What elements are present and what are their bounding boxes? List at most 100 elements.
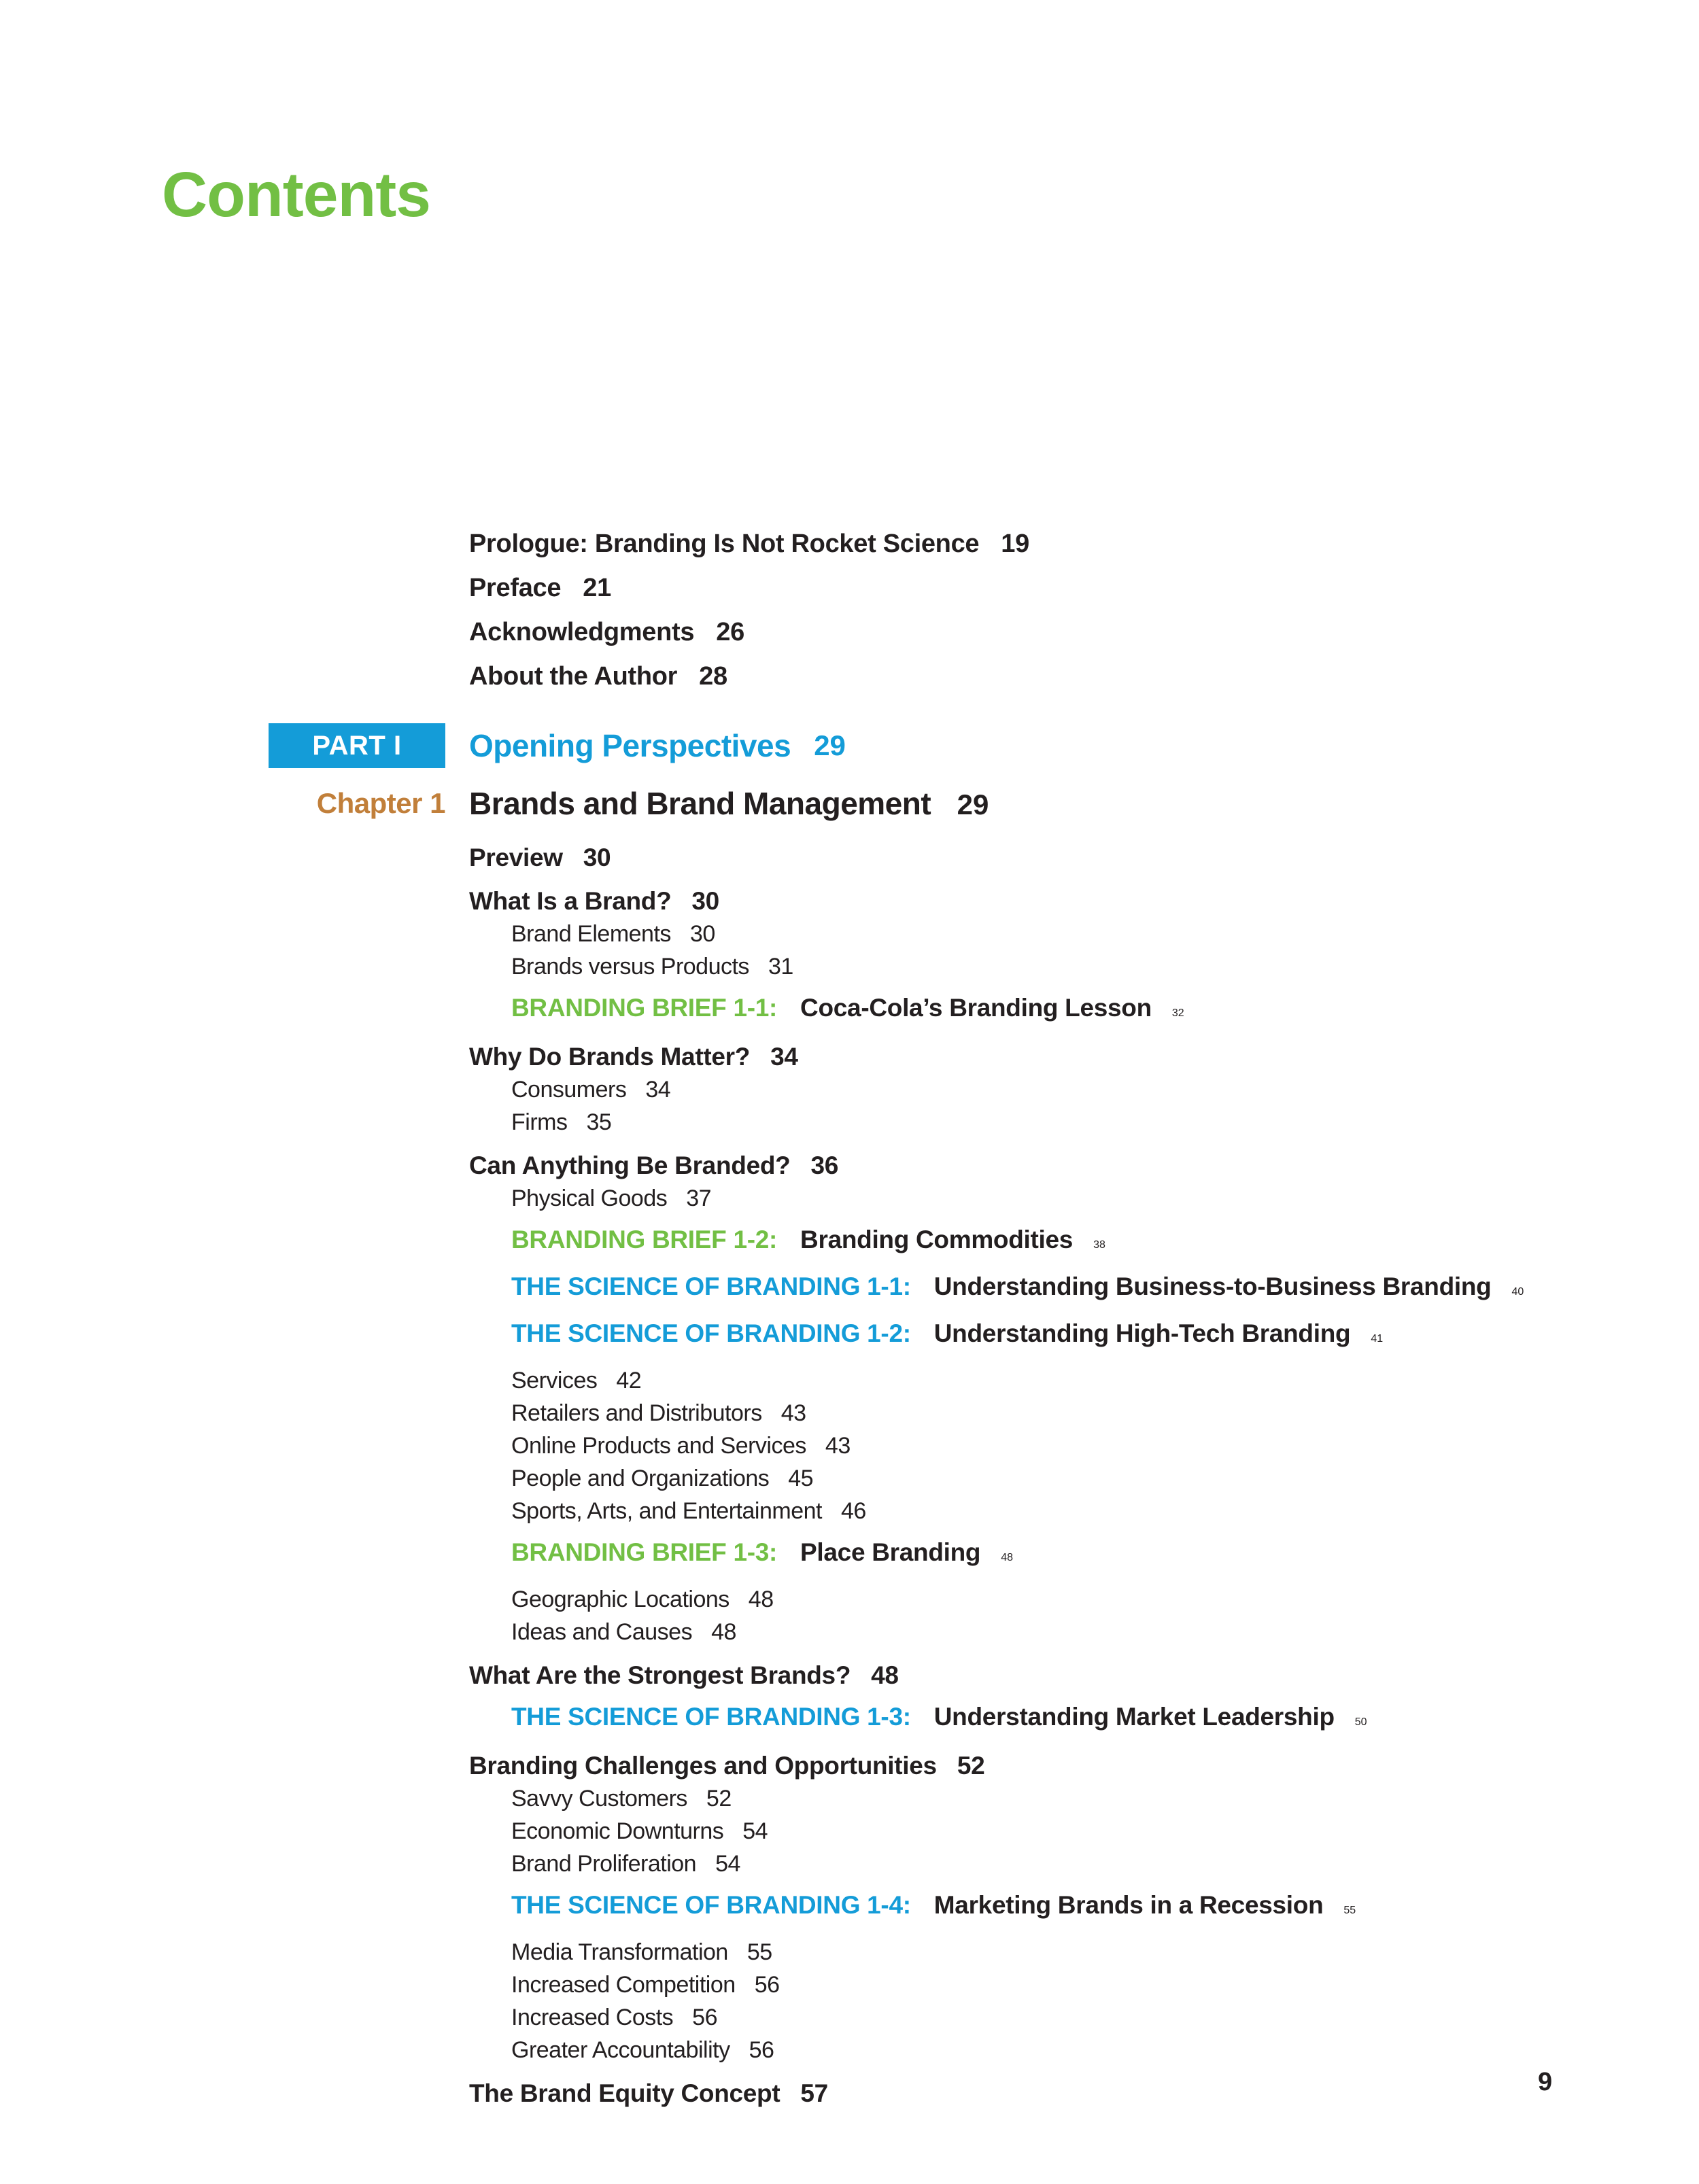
- entry-page-number: 30: [689, 921, 715, 947]
- entry-page-number: 42: [616, 1368, 642, 1393]
- front-matter-item: About the Author 28: [469, 655, 1571, 699]
- feature-tag: BRANDING BRIEF 1-1:: [511, 994, 778, 1022]
- subsection-entry: Increased Competition 56: [511, 1969, 1571, 2001]
- front-matter-item: Preface 21: [469, 566, 1571, 610]
- entry-title: Media Transformation: [511, 1939, 728, 1965]
- entry-title: Brands versus Products: [511, 954, 749, 980]
- subsection-entry: Online Products and Services 43: [511, 1429, 1571, 1462]
- entry-title: Branding Challenges and Opportunities: [469, 1752, 937, 1780]
- entry-page-number: 50: [1354, 1716, 1367, 1728]
- entry-page-number: 38: [1093, 1239, 1105, 1251]
- subsection-entry: People and Organizations 45: [511, 1462, 1571, 1495]
- feature-tag: BRANDING BRIEF 1-2:: [511, 1226, 778, 1253]
- subsection-entry: Brand Elements 30: [511, 918, 1571, 950]
- entry-page-number: 32: [1171, 1007, 1184, 1019]
- section-entry: Can Anything Be Branded? 36: [469, 1149, 1571, 1182]
- entry-title: People and Organizations: [511, 1466, 770, 1491]
- entry-page-number: 56: [754, 1972, 780, 1998]
- entry-title: Acknowledgments: [469, 618, 695, 646]
- entry-page-number: 52: [706, 1786, 732, 1812]
- entry-title: Coca-Cola’s Branding Lesson: [800, 994, 1152, 1022]
- entry-title: Prologue: Branding Is Not Rocket Science: [469, 530, 980, 558]
- entry-page-number: 31: [768, 954, 793, 980]
- chapter-label: Chapter 1: [316, 787, 446, 819]
- entry-title: Place Branding: [800, 1538, 981, 1566]
- entry-page-number: 56: [749, 2037, 774, 2063]
- entry-title: Economic Downturns: [511, 1818, 724, 1844]
- entry-page-number: 21: [583, 574, 611, 602]
- feature-tag: THE SCIENCE OF BRANDING 1-1:: [511, 1272, 911, 1300]
- part-label-box: PART I: [269, 723, 445, 768]
- page-number: 9: [1538, 2068, 1553, 2096]
- subsection-entry: Brand Proliferation 54: [511, 1848, 1571, 1880]
- entry-page-number: 54: [715, 1851, 740, 1877]
- entry-title: Physical Goods: [511, 1185, 668, 1211]
- subsection-entry: Firms 35: [511, 1106, 1571, 1139]
- entry-page-number: 28: [699, 662, 727, 691]
- feature-entry: BRANDING BRIEF 1-1: Coca-Cola’s Branding …: [511, 992, 1571, 1030]
- chapter-page-number: 29: [957, 788, 989, 820]
- subsection-entry: Increased Costs 56: [511, 2001, 1571, 2034]
- part-page-number: 29: [814, 729, 846, 761]
- entry-title: Consumers: [511, 1077, 627, 1103]
- entry-title: Can Anything Be Branded?: [469, 1151, 791, 1179]
- entry-page-number: 45: [788, 1466, 814, 1491]
- subsection-entry: Media Transformation 55: [511, 1936, 1571, 1969]
- entry-title: Greater Accountability: [511, 2037, 730, 2063]
- entry-page-number: 56: [692, 2005, 717, 2030]
- entry-title: Brand Elements: [511, 921, 671, 947]
- chapter-entries-section: Preview 30 What Is a Brand? 30 Brand Element…: [469, 842, 1571, 2110]
- entry-page-number: 30: [583, 844, 611, 871]
- entry-page-number: 41: [1371, 1333, 1384, 1345]
- entry-title: Increased Competition: [511, 1972, 736, 1998]
- feature-entry: THE SCIENCE OF BRANDING 1-1: Understandin…: [511, 1270, 1571, 1308]
- section-entry: What Is a Brand? 30: [469, 885, 1571, 918]
- entry-page-number: 48: [748, 1587, 774, 1612]
- feature-entry: BRANDING BRIEF 1-3: Place Branding 48: [511, 1536, 1571, 1574]
- feature-tag: THE SCIENCE OF BRANDING 1-2:: [511, 1319, 911, 1347]
- entry-title: About the Author: [469, 662, 678, 691]
- entry-page-number: 34: [645, 1077, 671, 1103]
- subsection-entry: Retailers and Distributors 43: [511, 1397, 1571, 1429]
- subsection-entry: Savvy Customers 52: [511, 1782, 1571, 1815]
- entry-page-number: 48: [871, 1661, 899, 1689]
- entry-title: Savvy Customers: [511, 1786, 687, 1812]
- feature-entry: THE SCIENCE OF BRANDING 1-2: Understandin…: [511, 1317, 1571, 1355]
- entry-page-number: 40: [1511, 1286, 1524, 1298]
- entry-page-number: 43: [780, 1400, 806, 1426]
- entry-title: Sports, Arts, and Entertainment: [511, 1498, 822, 1524]
- feature-tag: BRANDING BRIEF 1-3:: [511, 1538, 778, 1566]
- entry-title: The Brand Equity Concept: [469, 2079, 780, 2107]
- entry-title: What Is a Brand?: [469, 887, 672, 915]
- entry-title: Services: [511, 1368, 598, 1393]
- section-entry: What Are the Strongest Brands? 48: [469, 1659, 1571, 1692]
- entry-page-number: 57: [800, 2079, 828, 2107]
- entry-title: Preview: [469, 844, 563, 871]
- entry-page-number: 48: [711, 1619, 736, 1645]
- subsection-entry: Sports, Arts, and Entertainment 46: [511, 1495, 1571, 1527]
- subsection-entry: Physical Goods 37: [511, 1182, 1571, 1215]
- entry-title: Branding Commodities: [800, 1226, 1074, 1253]
- entry-title: Online Products and Services: [511, 1433, 806, 1459]
- section-entry: Branding Challenges and Opportunities 52: [469, 1750, 1571, 1782]
- subsection-entry: Greater Accountability 56: [511, 2034, 1571, 2066]
- entry-title: Retailers and Distributors: [511, 1400, 762, 1426]
- feature-entry: BRANDING BRIEF 1-2: Branding Commodities 3…: [511, 1224, 1571, 1262]
- entry-title: Preface: [469, 574, 562, 602]
- entry-page-number: 46: [840, 1498, 866, 1524]
- entry-page-number: 36: [810, 1151, 839, 1179]
- subsection-entry: Ideas and Causes 48: [511, 1616, 1571, 1648]
- entry-page-number: 54: [742, 1818, 768, 1844]
- subsection-entry: Services 42: [511, 1364, 1571, 1397]
- subsection-entry: Economic Downturns 54: [511, 1815, 1571, 1848]
- entry-page-number: 26: [716, 618, 744, 646]
- chapter-heading-row: Chapter 1 Brands and Brand Management 29: [317, 784, 1571, 831]
- entry-title: Why Do Brands Matter?: [469, 1043, 751, 1071]
- entry-page-number: 35: [586, 1109, 612, 1135]
- entry-page-number: 55: [1343, 1905, 1356, 1916]
- subsection-entry: Brands versus Products 31: [511, 950, 1571, 983]
- entry-page-number: 48: [1001, 1552, 1013, 1563]
- chapter-title: Brands and Brand Management: [469, 786, 931, 821]
- front-matter-item: Prologue: Branding Is Not Rocket Science…: [469, 522, 1571, 566]
